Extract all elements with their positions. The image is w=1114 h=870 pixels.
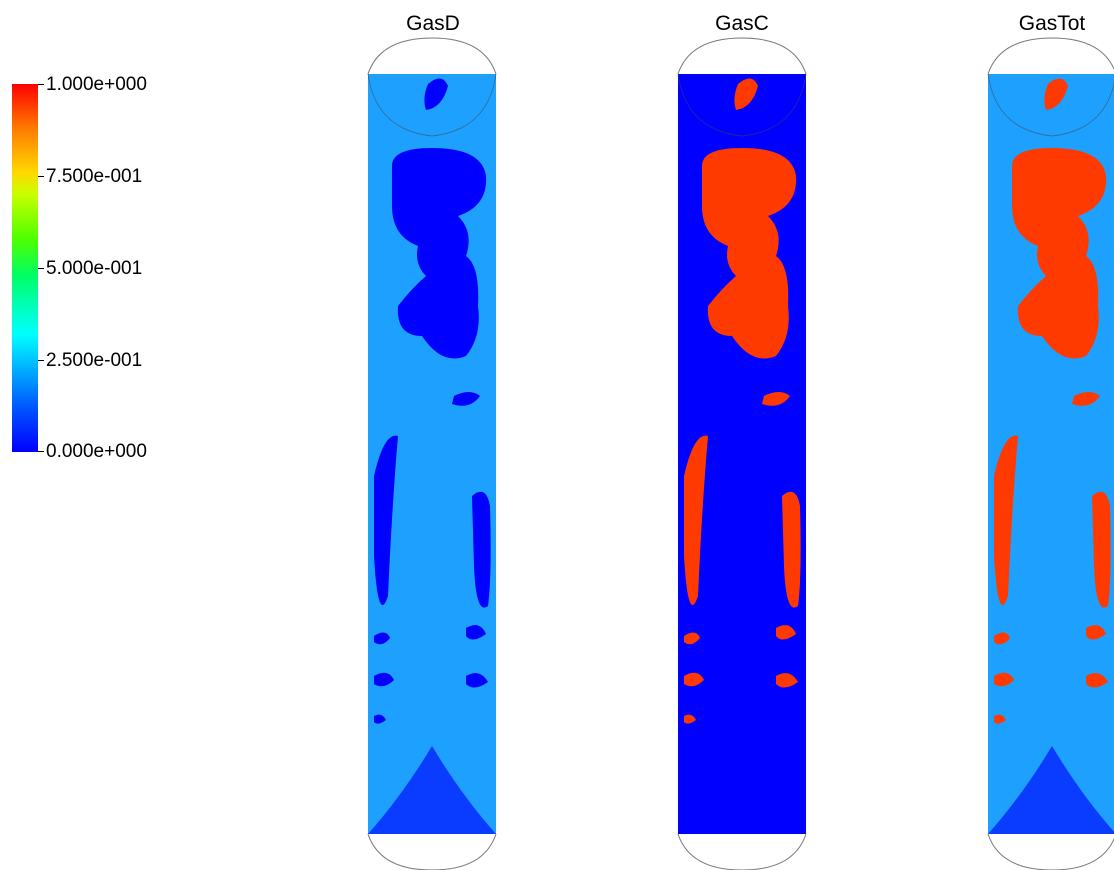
concentration-region <box>466 673 488 688</box>
bottom-dome <box>367 833 497 870</box>
panel-gasd <box>362 36 502 870</box>
dome-arc <box>677 73 807 137</box>
concentration-region <box>994 714 1006 724</box>
concentration-region <box>1086 625 1106 640</box>
panel-gasc <box>672 36 812 870</box>
panel-title-gastot: GasTot <box>1018 12 1086 35</box>
concentration-region <box>994 435 1018 605</box>
contour-plot <box>367 37 497 870</box>
concentration-region <box>1044 78 1068 110</box>
top-dome <box>987 37 1114 75</box>
concentration-region <box>762 392 790 406</box>
legend-tick <box>38 268 44 269</box>
concentration-region <box>684 435 708 605</box>
inlet-region <box>368 746 496 834</box>
concentration-region <box>684 632 700 645</box>
concentration-region <box>472 491 491 608</box>
concentration-region <box>424 78 448 110</box>
legend-tick <box>38 451 44 452</box>
concentration-region <box>734 78 758 110</box>
dome-arc <box>987 73 1114 137</box>
concentration-region <box>1086 673 1108 688</box>
concentration-region <box>994 632 1010 645</box>
panel-gastot <box>982 36 1114 870</box>
concentration-region <box>452 392 480 406</box>
legend-tick <box>38 360 44 361</box>
concentration-region <box>1012 148 1107 359</box>
concentration-region <box>684 672 704 687</box>
concentration-region <box>374 632 390 645</box>
legend-tick-label: 5.000e-001 <box>46 258 143 279</box>
contour-plot <box>677 37 807 870</box>
panel-title-gasd: GasD <box>406 12 460 35</box>
legend-tick <box>38 84 44 85</box>
bottom-dome <box>987 833 1114 870</box>
concentration-region <box>1092 491 1111 608</box>
legend-tick <box>38 176 44 177</box>
concentration-region <box>374 435 398 605</box>
top-dome <box>367 37 497 75</box>
concentration-region <box>466 625 486 640</box>
legend-tick-label: 0.000e+000 <box>46 441 147 462</box>
top-dome <box>677 37 807 75</box>
colorbar <box>12 84 38 452</box>
concentration-region <box>374 714 386 724</box>
concentration-region <box>776 625 796 640</box>
legend-tick-label: 1.000e+000 <box>46 74 147 95</box>
legend-tick-label: 7.500e-001 <box>46 166 143 187</box>
concentration-region <box>374 672 394 687</box>
concentration-region <box>392 148 487 359</box>
inlet-region <box>988 746 1114 834</box>
contour-plot <box>987 37 1114 870</box>
concentration-region <box>684 714 696 724</box>
bottom-dome <box>677 833 807 870</box>
panel-title-gasc: GasC <box>715 12 769 35</box>
concentration-region <box>776 673 798 688</box>
concentration-region <box>1072 392 1100 406</box>
concentration-region <box>782 491 801 608</box>
dome-arc <box>367 73 497 137</box>
concentration-region <box>994 672 1014 687</box>
inlet-region <box>678 746 806 834</box>
legend-tick-label: 2.500e-001 <box>46 350 143 371</box>
concentration-region <box>702 148 797 359</box>
